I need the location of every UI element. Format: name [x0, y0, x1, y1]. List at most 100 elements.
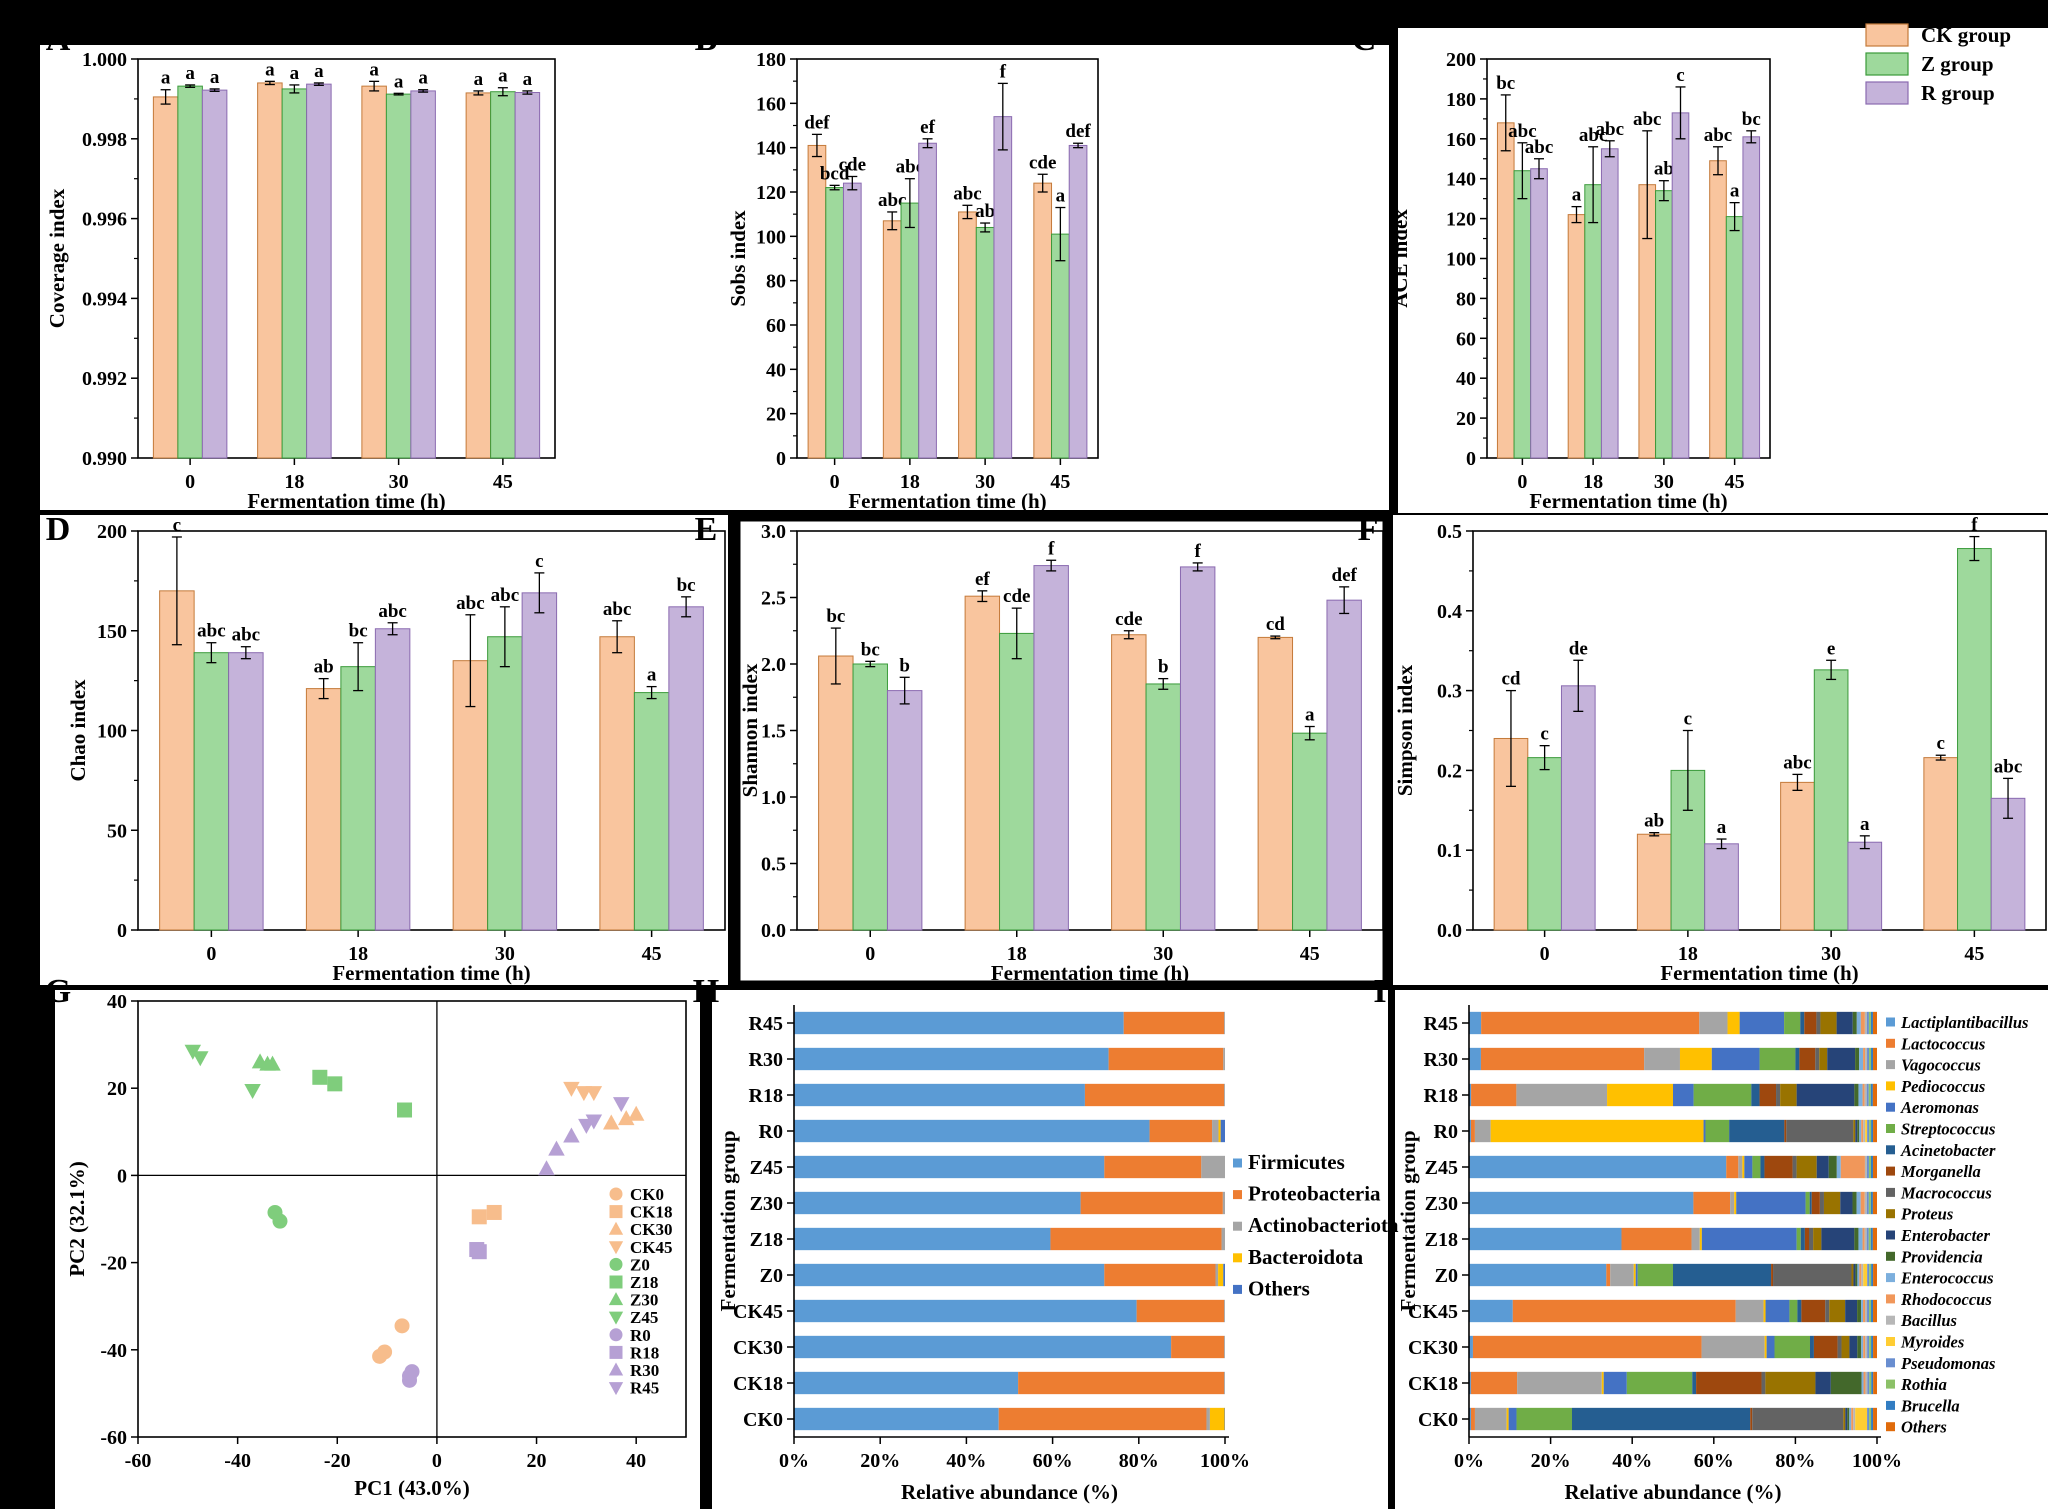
stacked-segment [1871, 1119, 1874, 1143]
x-tick-label: 20 [527, 1450, 547, 1472]
legend-label: Others [1901, 1418, 1947, 1437]
y-axis-title: Sobs index [726, 210, 750, 307]
stacked-segment [1771, 1263, 1774, 1287]
x-tick-label: 45 [1050, 471, 1070, 493]
scatter-point [397, 1102, 413, 1118]
scatter-point [244, 1084, 261, 1100]
bar [1179, 566, 1216, 931]
stacked-segment [1224, 1011, 1225, 1035]
stacked-segment [1692, 1371, 1697, 1395]
scatter-point [612, 1097, 630, 1113]
stacked-segment [1873, 1119, 1877, 1143]
legend-swatch [1886, 1273, 1895, 1283]
stacked-segment [1821, 1227, 1855, 1251]
x-tick-label: 80% [1775, 1450, 1815, 1472]
legend-label: CK18 [630, 1203, 673, 1222]
stacked-segment [1224, 1371, 1225, 1395]
bar [1655, 190, 1673, 459]
y-tick-label: -40 [100, 1340, 127, 1362]
y-tick-label: 160 [756, 93, 786, 115]
x-tick-label: 30 [975, 471, 995, 493]
stacked-segment [1867, 1047, 1870, 1071]
stacked-segment [1761, 1371, 1766, 1395]
stacked-segment [1870, 1083, 1873, 1107]
scatter-point [617, 1110, 635, 1126]
stacked-segment [1845, 1299, 1858, 1323]
stacked-segment [1861, 1335, 1864, 1359]
stacked-segment [1871, 1371, 1874, 1395]
significance-label: a [1717, 817, 1727, 838]
stacked-segment [1601, 1371, 1604, 1395]
stacked-segment [1827, 1047, 1856, 1071]
stacked-segment [1855, 1119, 1858, 1143]
y-tick-label: R0 [1434, 1121, 1458, 1143]
legend-label: Vagococcus [1901, 1056, 1981, 1075]
stacked-segment [1610, 1263, 1634, 1287]
scatter-point [471, 1244, 487, 1260]
stacked-segment [1760, 1155, 1765, 1179]
legend-label: Others [1248, 1276, 1310, 1300]
bar [1636, 833, 1672, 931]
legend-swatch [1233, 1190, 1242, 1200]
significance-label: ab [314, 657, 334, 678]
panel-letter: H [693, 973, 719, 1010]
stacked-segment [1729, 1119, 1785, 1143]
x-axis-title: PC1 (43.0%) [354, 1476, 469, 1500]
stacked-segment [1840, 1155, 1865, 1179]
stacked-segment [1711, 1047, 1760, 1071]
significance-label: ab [975, 201, 995, 222]
legend-label: Z45 [630, 1308, 658, 1327]
bar [1600, 148, 1619, 459]
stacked-segment [1673, 1263, 1772, 1287]
x-tick-label: 80% [1119, 1450, 1159, 1472]
stacked-segment [1870, 1011, 1873, 1035]
legend-swatch [1886, 1038, 1895, 1048]
y-tick-label: Z0 [760, 1265, 783, 1287]
legend-label: CK0 [630, 1185, 664, 1204]
legend-label: Proteobacteria [1248, 1182, 1381, 1206]
stacked-segment [1859, 1263, 1862, 1287]
bar [999, 632, 1035, 931]
bar [1145, 683, 1181, 931]
stacked-segment [1869, 1047, 1872, 1071]
stacked-segment [1843, 1407, 1846, 1431]
stacked-segment [1796, 1155, 1817, 1179]
stacked-segment [1705, 1119, 1730, 1143]
y-tick-label: 1.0 [761, 787, 786, 809]
stacked-segment [1864, 1155, 1867, 1179]
stacked-segment [1469, 1083, 1472, 1107]
panel-letter: E [695, 511, 718, 548]
stacked-segment [1868, 1083, 1871, 1107]
y-tick-label: R18 [1424, 1085, 1458, 1107]
y-tick-label: 120 [756, 182, 786, 204]
stacked-segment [1860, 1191, 1865, 1215]
stacked-segment [1512, 1299, 1736, 1323]
stacked-segment [1861, 1119, 1864, 1143]
legend-swatch [1886, 1294, 1895, 1304]
bar [193, 652, 230, 931]
y-tick-label: -20 [100, 1253, 127, 1275]
bar [201, 89, 228, 459]
stacked-segment [1472, 1335, 1702, 1359]
stacked-segment [1784, 1011, 1801, 1035]
x-tick-label: 0 [865, 943, 875, 965]
significance-label: a [265, 59, 275, 80]
y-tick-label: 200 [1446, 49, 1476, 71]
stacked-segment [1871, 1263, 1874, 1287]
significance-label: bc [1496, 73, 1515, 94]
bar [1051, 233, 1070, 459]
legend-swatch [1886, 1230, 1895, 1240]
bar [361, 85, 387, 459]
bar [1496, 122, 1515, 459]
stacked-segment [1222, 1191, 1225, 1215]
x-tick-label: 45 [1964, 943, 1984, 965]
stacked-segment [794, 1263, 1105, 1287]
legend-label: Acinetobacter [1900, 1141, 1996, 1160]
stacked-segment [1796, 1083, 1855, 1107]
legend-label: Streptococcus [1901, 1120, 1995, 1139]
legend-groups: CK group Z group R group [1865, 23, 2011, 105]
stacked-segment [1776, 1083, 1781, 1107]
significance-label: b [1158, 657, 1169, 678]
legend-swatch [1233, 1158, 1242, 1168]
legend-swatch [1233, 1221, 1242, 1231]
